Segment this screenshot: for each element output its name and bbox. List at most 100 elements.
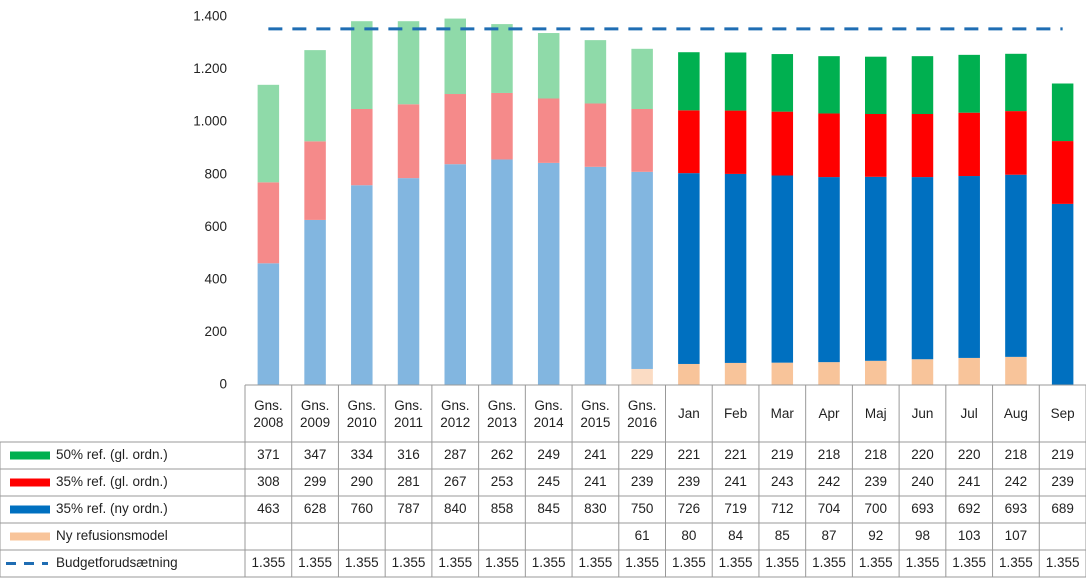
bar-segment bbox=[444, 94, 466, 165]
bar-segment bbox=[1005, 53, 1027, 112]
data-label: 241 bbox=[584, 447, 607, 462]
bar-segment bbox=[397, 21, 420, 105]
y-tick-label: 1.200 bbox=[193, 61, 227, 76]
x-tick-label-box: Gns. 2013 bbox=[486, 397, 517, 430]
bar-segment bbox=[257, 182, 280, 264]
bar-segment bbox=[351, 109, 373, 186]
data-label: 700 bbox=[864, 501, 887, 516]
bar-segment bbox=[724, 362, 747, 385]
data-label: 221 bbox=[724, 447, 747, 462]
bar-segment bbox=[818, 113, 840, 178]
data-label: 239 bbox=[631, 474, 654, 489]
x-tick-label-box: Mar bbox=[770, 406, 794, 421]
bar-segment bbox=[771, 111, 794, 176]
x-tick-label: Jul bbox=[960, 406, 978, 421]
data-label: 249 bbox=[537, 447, 560, 462]
bar-segment bbox=[911, 113, 934, 178]
bar-segment bbox=[1005, 174, 1027, 357]
data-label: 253 bbox=[491, 474, 514, 489]
legend-label: 35% ref. (gl. ordn.) bbox=[56, 474, 168, 489]
data-label: 287 bbox=[444, 447, 467, 462]
x-tick-label: Maj bbox=[864, 406, 887, 421]
data-label: 87 bbox=[822, 528, 837, 543]
legend-label: Budgetforudsætning bbox=[56, 555, 178, 570]
legend-swatch bbox=[10, 505, 50, 514]
data-label: 750 bbox=[631, 501, 654, 516]
data-label: 241 bbox=[958, 474, 981, 489]
data-label: 219 bbox=[1051, 447, 1074, 462]
data-label: 221 bbox=[678, 447, 701, 462]
bar-segment bbox=[678, 173, 700, 364]
data-label: 628 bbox=[304, 501, 327, 516]
data-label: 1.355 bbox=[625, 555, 659, 570]
legend-swatch bbox=[10, 451, 50, 460]
x-tick-label: Apr bbox=[818, 406, 840, 421]
data-label: 1.355 bbox=[485, 555, 519, 570]
data-label: 241 bbox=[584, 474, 607, 489]
data-label: 463 bbox=[257, 501, 280, 516]
x-tick-label: Mar bbox=[770, 406, 794, 421]
x-tick-label: Jun bbox=[911, 406, 934, 421]
bar-segment bbox=[304, 50, 326, 142]
data-label: 218 bbox=[864, 447, 887, 462]
bar-segment bbox=[818, 177, 840, 363]
data-label: 840 bbox=[444, 501, 467, 516]
bar-segment bbox=[444, 164, 466, 385]
data-label: 845 bbox=[537, 501, 560, 516]
x-tick-label-box: Gns. 2009 bbox=[300, 397, 331, 430]
data-label: 267 bbox=[444, 474, 467, 489]
x-tick-label: Gns. 2016 bbox=[627, 397, 658, 430]
bar-segment bbox=[537, 98, 560, 163]
data-label: 1.355 bbox=[952, 555, 986, 570]
data-label: 1.355 bbox=[906, 555, 940, 570]
bar-segment bbox=[818, 362, 840, 385]
data-label: 281 bbox=[397, 474, 420, 489]
bar-segment bbox=[911, 177, 934, 360]
bar-segment bbox=[678, 52, 700, 111]
data-label: 239 bbox=[678, 474, 701, 489]
y-tick-label: 400 bbox=[204, 271, 227, 286]
data-label: 830 bbox=[584, 501, 607, 516]
bar-segment bbox=[304, 219, 326, 385]
data-label: 704 bbox=[818, 501, 841, 516]
data-label: 61 bbox=[635, 528, 650, 543]
bar-segment bbox=[724, 52, 747, 111]
bar-segment bbox=[351, 185, 373, 385]
x-tick-label-box: Gns. 2008 bbox=[253, 397, 284, 430]
bar-segment bbox=[1005, 356, 1027, 385]
bar-segment bbox=[724, 110, 747, 174]
data-label: 220 bbox=[911, 447, 934, 462]
data-label: 245 bbox=[537, 474, 560, 489]
x-tick-label: Gns. 2008 bbox=[253, 397, 284, 430]
x-tick-label: Gns. 2013 bbox=[486, 397, 517, 430]
data-label: 1.355 bbox=[719, 555, 753, 570]
bar-segment bbox=[537, 33, 560, 99]
data-label: 1.355 bbox=[532, 555, 566, 570]
x-tick-label: Gns. 2009 bbox=[300, 397, 331, 430]
data-label: 1.355 bbox=[298, 555, 332, 570]
bar-segment bbox=[397, 178, 420, 385]
data-label: 371 bbox=[257, 447, 280, 462]
x-tick-label: Gns. 2014 bbox=[533, 397, 564, 430]
bar-segment bbox=[958, 176, 980, 358]
x-tick-label: Sep bbox=[1050, 406, 1075, 421]
data-label: 262 bbox=[491, 447, 514, 462]
y-tick-label: 800 bbox=[204, 166, 227, 181]
bar-segment bbox=[304, 141, 326, 220]
data-label: 1.355 bbox=[765, 555, 799, 570]
bar-segment bbox=[958, 112, 980, 177]
x-tick-label-box: Jul bbox=[960, 406, 978, 421]
bar-segment bbox=[724, 173, 747, 363]
bar-segment bbox=[491, 24, 513, 93]
x-tick-label-box: Jun bbox=[911, 406, 934, 421]
data-label: 239 bbox=[1051, 474, 1074, 489]
bar-segment bbox=[911, 359, 934, 385]
data-label: 316 bbox=[397, 447, 420, 462]
bar-segment bbox=[771, 54, 794, 112]
bar-segment bbox=[958, 357, 980, 385]
bar-segment bbox=[865, 113, 887, 177]
y-tick-label: 1.400 bbox=[193, 9, 227, 24]
data-label: 1.355 bbox=[345, 555, 379, 570]
data-label: 693 bbox=[1005, 501, 1028, 516]
